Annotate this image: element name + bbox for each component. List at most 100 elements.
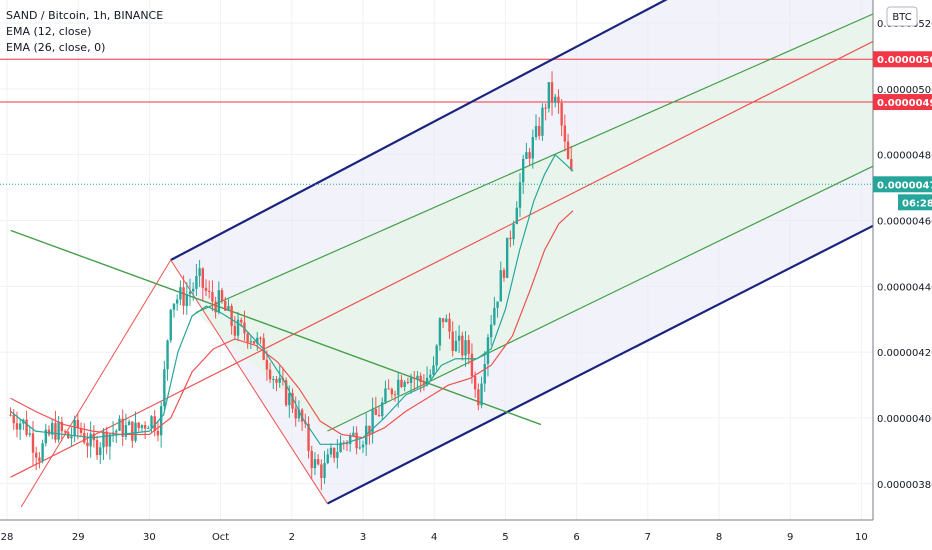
candle[interactable] [531,137,535,159]
candle[interactable] [406,381,410,383]
candle[interactable] [419,375,422,383]
candle[interactable] [44,429,48,444]
candle[interactable] [249,341,253,343]
ema26-line[interactable] [10,210,574,439]
candle[interactable] [143,425,147,429]
candle[interactable] [461,335,464,356]
candle[interactable] [92,433,96,441]
candle[interactable] [134,422,137,441]
candle[interactable] [451,331,454,351]
candle[interactable] [137,422,140,428]
candle[interactable] [191,288,195,292]
candle[interactable] [477,389,480,406]
candle[interactable] [355,432,358,449]
symbol-title[interactable]: SAND / Bitcoin, 1h, BINANCE [6,9,164,22]
candle[interactable] [300,409,304,422]
candle[interactable] [416,375,419,379]
candle[interactable] [547,82,551,109]
candle[interactable] [554,96,557,103]
candle[interactable] [297,409,301,419]
candle[interactable] [541,107,544,136]
candle[interactable] [348,435,352,445]
channel-upper-line[interactable] [170,0,716,261]
candle[interactable] [131,421,134,441]
candle[interactable] [499,270,502,302]
candle[interactable] [172,303,176,310]
candle[interactable] [28,433,31,435]
candle[interactable] [381,402,384,417]
candle[interactable] [361,444,365,448]
candle[interactable] [31,433,35,453]
candle[interactable] [108,434,112,447]
candle[interactable] [368,425,371,434]
candle[interactable] [480,383,483,406]
candle[interactable] [425,377,429,386]
candle[interactable] [9,414,12,416]
currency-button[interactable] [886,6,918,27]
candle[interactable] [201,268,204,288]
candle[interactable] [284,380,288,406]
candle[interactable] [457,335,461,341]
candle[interactable] [413,377,416,379]
candle[interactable] [195,275,198,289]
candle[interactable] [403,381,406,387]
candle[interactable] [294,408,297,419]
candle[interactable] [182,287,185,306]
candle[interactable] [307,423,310,451]
candle[interactable] [313,459,317,469]
candle[interactable] [291,393,294,409]
candle[interactable] [124,425,128,437]
candle[interactable] [259,337,262,339]
candle[interactable] [544,107,547,109]
candle[interactable] [163,369,166,407]
candle[interactable] [323,463,326,478]
candle[interactable] [76,419,80,429]
currency-button-label[interactable]: BTC [892,12,911,23]
candle[interactable] [79,428,83,434]
candle[interactable] [220,290,224,302]
ema26-legend[interactable]: EMA (26, close, 0) [6,41,106,54]
candle[interactable] [339,442,342,453]
candle[interactable] [60,422,64,432]
candle[interactable] [570,158,573,170]
candle[interactable] [118,418,121,431]
candle[interactable] [374,408,378,415]
candle[interactable] [95,440,99,456]
candle[interactable] [387,388,390,390]
candle[interactable] [515,207,518,224]
candle[interactable] [445,318,448,323]
candle[interactable] [12,414,15,424]
candle[interactable] [57,422,60,440]
candle[interactable] [147,427,150,429]
candle[interactable] [99,447,102,456]
candle[interactable] [429,374,432,378]
candle[interactable] [528,152,531,159]
candle[interactable] [83,433,86,443]
candle[interactable] [522,158,525,183]
candle[interactable] [246,333,249,343]
candle[interactable] [115,430,118,433]
time-axis[interactable] [0,520,873,550]
candle[interactable] [38,457,41,462]
ema12-legend[interactable]: EMA (12, close) [6,25,92,38]
candle[interactable] [563,125,567,142]
candle[interactable] [525,152,528,159]
candle[interactable] [538,126,541,136]
candle[interactable] [422,382,426,386]
candle[interactable] [438,318,442,346]
candle[interactable] [329,447,333,455]
candle[interactable] [505,237,509,278]
candle[interactable] [15,423,19,430]
candle[interactable] [89,433,92,447]
candle[interactable] [316,459,320,465]
candle[interactable] [153,416,156,431]
candle[interactable] [409,377,413,383]
candle[interactable] [310,450,313,469]
candle[interactable] [211,291,214,302]
candle[interactable] [336,452,339,458]
candle[interactable] [156,430,160,436]
candle[interactable] [198,268,201,276]
candle[interactable] [560,103,563,126]
candle[interactable] [185,294,188,306]
